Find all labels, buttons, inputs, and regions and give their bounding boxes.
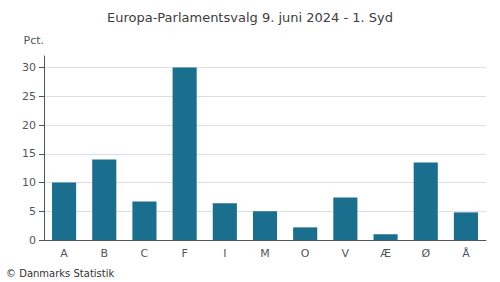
svg-text:15: 15: [22, 147, 36, 160]
svg-text:Europa-Parlamentsvalg 9. juni: Europa-Parlamentsvalg 9. juni 2024 - 1. …: [107, 10, 393, 25]
svg-text:I: I: [223, 247, 226, 260]
svg-text:0: 0: [29, 234, 36, 247]
svg-text:Æ: Æ: [380, 247, 391, 260]
svg-text:C: C: [141, 247, 149, 260]
svg-text:F: F: [181, 247, 187, 260]
svg-text:25: 25: [22, 90, 36, 103]
svg-text:30: 30: [22, 61, 36, 74]
svg-text:Pct.: Pct.: [24, 34, 45, 47]
svg-text:Å: Å: [462, 247, 470, 260]
svg-text:V: V: [342, 247, 350, 260]
svg-text:20: 20: [22, 119, 36, 132]
svg-text:B: B: [100, 247, 108, 260]
svg-text:A: A: [60, 247, 68, 260]
svg-text:5: 5: [29, 205, 36, 218]
svg-text:Ø: Ø: [421, 247, 430, 260]
svg-text:M: M: [260, 247, 270, 260]
svg-text:© Danmarks Statistik: © Danmarks Statistik: [6, 268, 115, 279]
svg-text:O: O: [301, 247, 310, 260]
svg-text:10: 10: [22, 176, 36, 189]
